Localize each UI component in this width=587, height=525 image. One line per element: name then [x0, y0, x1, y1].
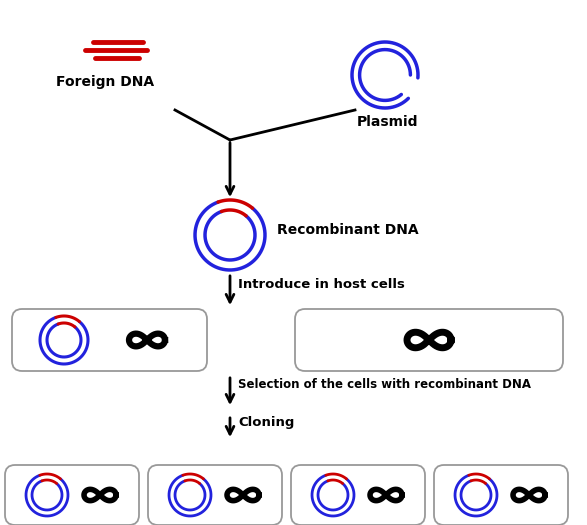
Text: Cloning: Cloning: [238, 416, 294, 429]
Text: Foreign DNA: Foreign DNA: [56, 75, 154, 89]
FancyBboxPatch shape: [148, 465, 282, 525]
Text: Selection of the cells with recombinant DNA: Selection of the cells with recombinant …: [238, 378, 531, 391]
Text: Introduce in host cells: Introduce in host cells: [238, 278, 405, 291]
FancyBboxPatch shape: [291, 465, 425, 525]
FancyBboxPatch shape: [434, 465, 568, 525]
Text: Plasmid: Plasmid: [357, 115, 419, 129]
FancyBboxPatch shape: [5, 465, 139, 525]
FancyBboxPatch shape: [295, 309, 563, 371]
FancyBboxPatch shape: [12, 309, 207, 371]
Text: Recombinant DNA: Recombinant DNA: [277, 223, 419, 237]
